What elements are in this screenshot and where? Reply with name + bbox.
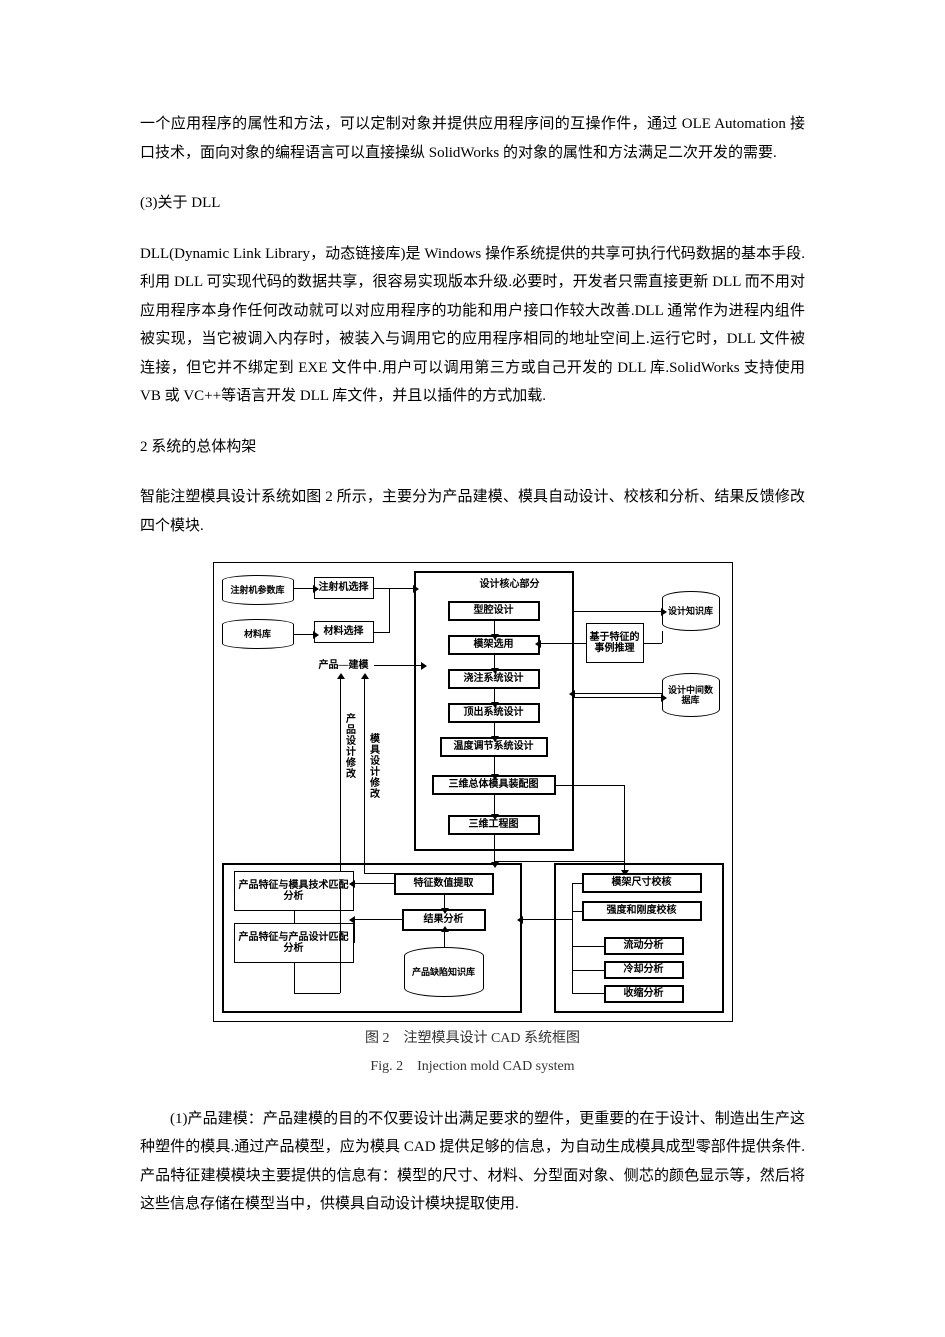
box-size-check: 模架尺寸校核 — [582, 873, 702, 893]
heading-dll: (3)关于 DLL — [140, 189, 805, 218]
paragraph-system-intro: 智能注塑模具设计系统如图 2 所示，主要分为产品建模、模具自动设计、校核和分析、… — [140, 483, 805, 540]
diagram-injection-mold-cad: 注射机参数库 材料库 注射机选择 材料选择 产品—建模 设计核心部分 型腔设计 … — [213, 562, 733, 1022]
box-strength-check: 强度和刚度校核 — [582, 901, 702, 921]
paragraph-dll: DLL(Dynamic Link Library，动态链接库)是 Windows… — [140, 240, 805, 411]
kb-design: 设计知识库 — [662, 591, 720, 631]
heading-system-arch: 2 系统的总体构架 — [140, 433, 805, 462]
db-material: 材料库 — [222, 619, 294, 649]
box-feature-extract: 特征数值提取 — [394, 873, 494, 895]
box-inj-machine-select: 注射机选择 — [314, 577, 374, 599]
box-cavity-design: 型腔设计 — [448, 601, 540, 621]
box-case-reasoning: 基于特征的事例推理 — [586, 623, 644, 663]
paragraph-product-modeling: (1)产品建模：产品建模的目的不仅要设计出满足要求的塑件，更重要的在于设计、制造… — [140, 1105, 805, 1219]
label-design-core: 设计核心部分 — [470, 577, 550, 593]
paragraph-intro: 一个应用程序的属性和方法，可以定制对象并提供应用程序间的互操作件，通过 OLE … — [140, 110, 805, 167]
db-injection-machine: 注射机参数库 — [222, 575, 294, 605]
figure-2: 注射机参数库 材料库 注射机选择 材料选择 产品—建模 设计核心部分 型腔设计 … — [140, 562, 805, 1079]
box-prod-feature-match: 产品特征与产品设计匹配分析 — [234, 923, 354, 963]
box-flow-analysis: 流动分析 — [604, 937, 684, 955]
vtext-mold-modify: 模具设计修改 — [366, 733, 381, 799]
figure-caption-cn: 图 2 注塑模具设计 CAD 系统框图 — [365, 1028, 580, 1050]
box-material-select: 材料选择 — [314, 621, 374, 643]
box-warp-analysis: 收缩分析 — [604, 985, 684, 1003]
db-intermediate: 设计中间数据库 — [662, 673, 720, 717]
box-mold-feature-match: 产品特征与模具技术匹配分析 — [234, 871, 354, 911]
kb-defect: 产品缺陷知识库 — [404, 947, 484, 997]
figure-caption-en: Fig. 2 Injection mold CAD system — [370, 1056, 574, 1078]
vtext-product-modify: 产品设计修改 — [342, 713, 357, 779]
box-cool-analysis: 冷却分析 — [604, 961, 684, 979]
